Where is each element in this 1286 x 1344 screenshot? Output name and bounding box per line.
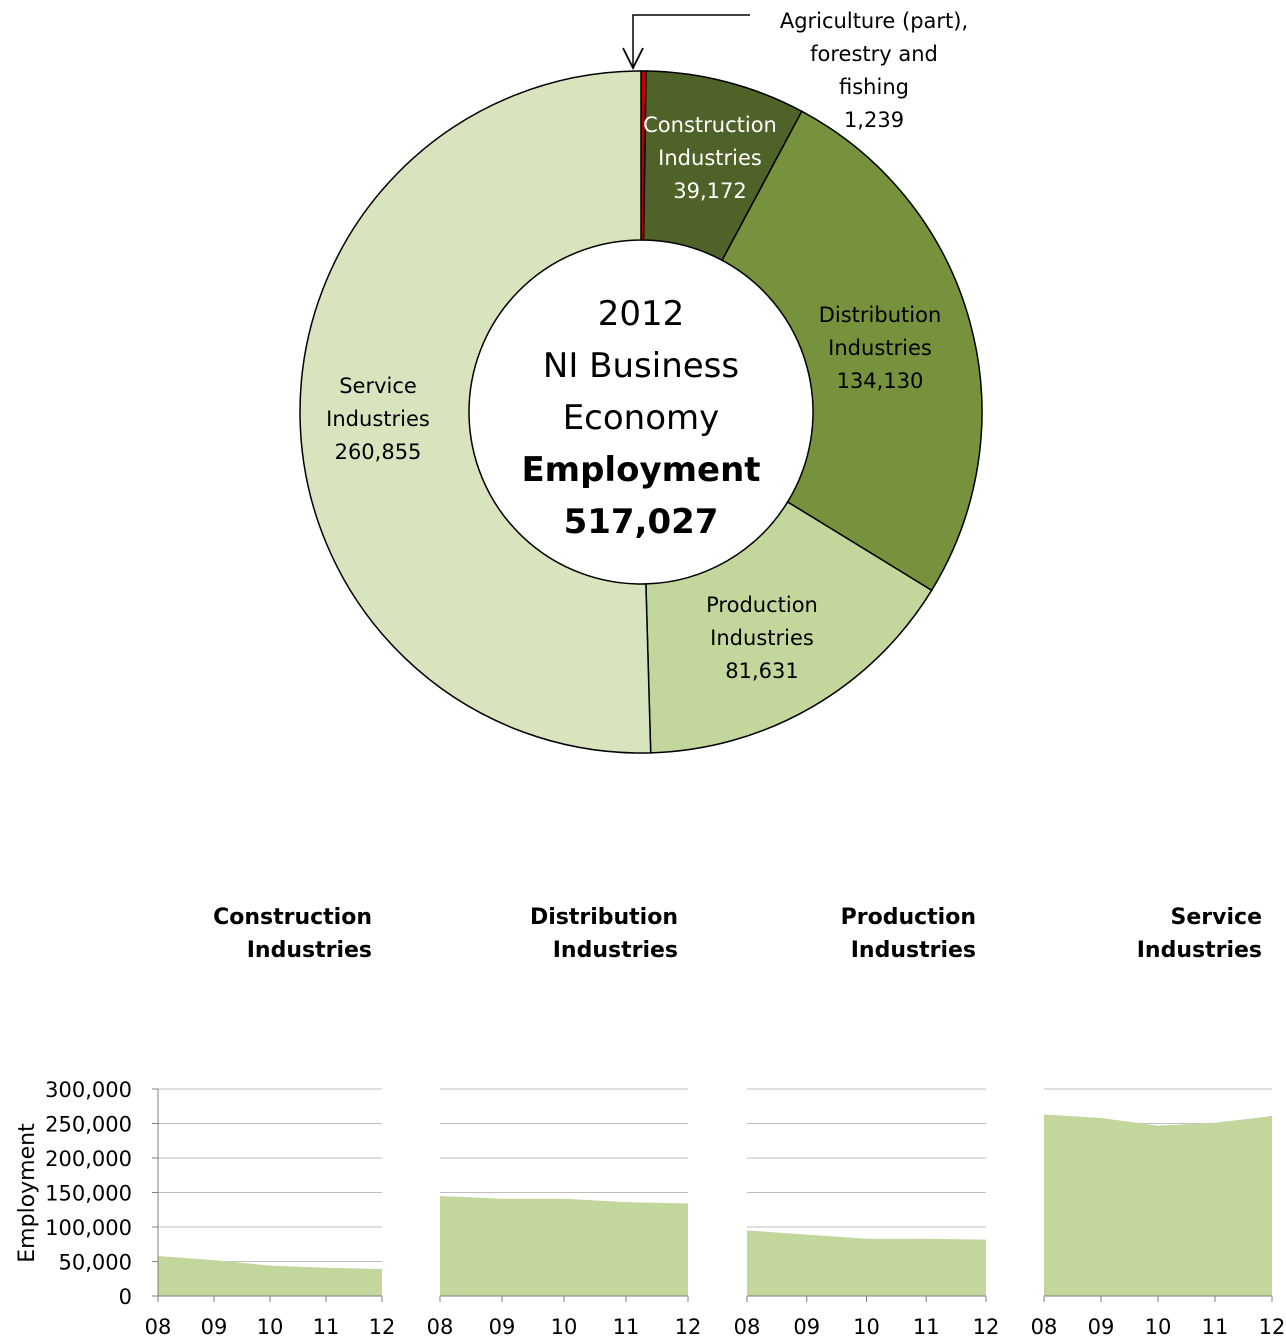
x-tick-label: 10 xyxy=(1145,1315,1172,1339)
y-tick-label: 0 xyxy=(119,1285,132,1309)
area-panel-2: 08 09 10 11 12 Distribution Industries xyxy=(427,905,702,1339)
slice-value-label: 1,239 xyxy=(844,108,904,132)
slice-name-label: Construction xyxy=(643,113,777,137)
slice-name-label: forestry and xyxy=(810,42,938,66)
y-tick-label: 50,000 xyxy=(59,1251,132,1275)
area-series xyxy=(440,1195,688,1296)
slice-name-label: Distribution xyxy=(819,303,942,327)
panel-title: Service xyxy=(1171,905,1262,930)
x-tick-label: 10 xyxy=(551,1315,578,1339)
area-panel-3: 08 09 10 11 12 Production Industries xyxy=(734,905,1000,1339)
x-tick-label: 12 xyxy=(1259,1315,1286,1339)
x-tick-label: 09 xyxy=(1088,1315,1115,1339)
panel-title: Industries xyxy=(1137,938,1262,963)
slice-name-label: Production xyxy=(706,593,818,617)
callout-arrow-head xyxy=(622,47,644,71)
x-tick-label: 10 xyxy=(257,1315,284,1339)
y-tick-label: 300,000 xyxy=(45,1078,132,1102)
donut-center-line: NI Business xyxy=(543,346,739,386)
x-tick-label: 09 xyxy=(201,1315,228,1339)
slice-value-label: 39,172 xyxy=(673,179,746,203)
panel-title: Industries xyxy=(247,938,372,963)
donut-center-line: Economy xyxy=(563,398,720,438)
x-tick-label: 12 xyxy=(369,1315,396,1339)
x-tick-label: 09 xyxy=(793,1315,820,1339)
y-tick-label: 100,000 xyxy=(45,1216,132,1240)
small-multiples-area-charts: Employment 0 50,000 100,000 150,000 200,000 25… xyxy=(15,905,1285,1339)
slice-name-label: Industries xyxy=(828,336,932,360)
panel-title: Construction xyxy=(213,905,372,930)
area-panel-1: 08 09 10 11 12 Construction Industries xyxy=(145,905,396,1339)
slice-name-label: Agriculture (part), xyxy=(780,9,968,33)
y-axis-title: Employment xyxy=(15,1123,40,1263)
panel-title: Industries xyxy=(851,938,976,963)
area-series xyxy=(747,1230,986,1296)
donut-center-label: Employment xyxy=(521,450,760,490)
donut-slice-5 xyxy=(299,70,652,754)
donut-slice-4 xyxy=(645,500,933,754)
x-tick-label: 11 xyxy=(1202,1315,1229,1339)
slice-name-label: Service xyxy=(339,374,417,398)
x-tick-label: 08 xyxy=(145,1315,172,1339)
slice-name-label: fishing xyxy=(839,75,909,99)
slice-name-label: Industries xyxy=(326,407,430,431)
donut-center-year: 2012 xyxy=(598,294,685,334)
panel-title: Production xyxy=(841,905,976,930)
slice-value-label: 81,631 xyxy=(725,659,798,683)
donut-center-total: 517,027 xyxy=(564,502,719,542)
y-tick-label: 150,000 xyxy=(45,1182,132,1206)
x-tick-label: 08 xyxy=(427,1315,454,1339)
x-tick-label: 08 xyxy=(1031,1315,1058,1339)
x-tick-label: 11 xyxy=(613,1315,640,1339)
x-tick-label: 09 xyxy=(489,1315,516,1339)
x-tick-label: 11 xyxy=(913,1315,940,1339)
slice-value-label: 260,855 xyxy=(335,440,422,464)
area-series xyxy=(158,1255,382,1296)
y-tick-label: 200,000 xyxy=(45,1147,132,1171)
x-tick-label: 10 xyxy=(853,1315,880,1339)
slice-name-label: Industries xyxy=(710,626,814,650)
x-tick-label: 11 xyxy=(313,1315,340,1339)
x-tick-label: 12 xyxy=(675,1315,702,1339)
donut-slice-3 xyxy=(721,110,983,592)
x-tick-label: 08 xyxy=(734,1315,761,1339)
area-series xyxy=(1044,1114,1272,1296)
panel-title: Industries xyxy=(553,938,678,963)
slice-name-label: Industries xyxy=(658,146,762,170)
panel-title: Distribution xyxy=(530,905,678,930)
area-panel-4: 08 09 10 11 12 Service Industries xyxy=(1031,905,1286,1339)
donut-chart: Agriculture (part), forestry and fishing 1,… xyxy=(299,9,983,754)
slice-value-label: 134,130 xyxy=(837,369,924,393)
y-tick-label: 250,000 xyxy=(45,1113,132,1137)
callout-leader-line xyxy=(632,14,750,66)
x-tick-label: 12 xyxy=(973,1315,1000,1339)
